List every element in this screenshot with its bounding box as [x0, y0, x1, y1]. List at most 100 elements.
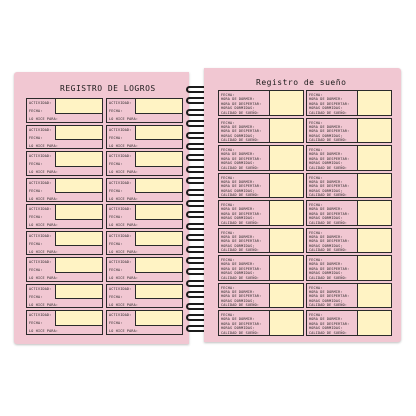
date-label: FECHA:: [29, 268, 43, 272]
sleep-entry: FECHA: HORA DE DORMIR: HORA DE DESPERTAR: H…: [218, 145, 304, 171]
sleep-time-label: HORA DE DORMIR:: [309, 179, 343, 184]
sleep-quality-label: CALIDAD DE SUEÑO:: [221, 275, 260, 280]
sleep-quality-label: CALIDAD DE SUEÑO:: [221, 193, 260, 198]
sleep-time-label: HORA DE DORMIR:: [221, 179, 255, 184]
hours-slept-label: HORAS DORMIDAS:: [309, 161, 343, 166]
achievement-entry: ACTIVIDAD: FECHA: LO HICE PARA:: [106, 257, 183, 282]
date-label: FECHA:: [221, 148, 235, 152]
date-label: FECHA:: [309, 175, 323, 180]
wake-time-label: HORA DE DESPERTAR:: [309, 266, 350, 271]
achievement-entry-field: [55, 205, 102, 220]
sleep-time-label: HORA DE DORMIR:: [221, 207, 255, 212]
did-it-for-label: LO HICE PARA:: [29, 276, 59, 280]
wake-time-label: HORA DE DESPERTAR:: [221, 184, 262, 189]
sleep-entry: FECHA: HORA DE DORMIR: HORA DE DESPERTAR: H…: [218, 117, 304, 143]
did-it-for-label: LO HICE PARA:: [29, 329, 59, 333]
sleep-entry: FECHA: HORA DE DORMIR: HORA DE DESPERTAR: H…: [306, 145, 392, 171]
date-label: FECHA:: [109, 109, 123, 113]
hours-slept-label: HORAS DORMIDAS:: [221, 326, 255, 331]
achievement-entry: ACTIVIDAD: FECHA: LO HICE PARA:: [26, 257, 103, 282]
date-label: FECHA:: [109, 215, 123, 219]
did-it-for-label: LO HICE PARA:: [29, 170, 59, 174]
sleep-time-label: HORA DE DORMIR:: [309, 207, 343, 212]
achievement-entry: ACTIVIDAD: FECHA: LO HICE PARA:: [26, 204, 103, 229]
sleep-time-label: HORA DE DORMIR:: [309, 262, 343, 267]
sleep-quality-label: CALIDAD DE SUEÑO:: [309, 220, 348, 225]
activity-label: ACTIVIDAD:: [29, 101, 52, 105]
wake-time-label: HORA DE DESPERTAR:: [309, 321, 350, 326]
sleep-quality-label: CALIDAD DE SUEÑO:: [309, 110, 348, 115]
date-label: FECHA:: [309, 93, 323, 97]
achievement-entry-field: [135, 284, 182, 299]
hours-slept-label: HORAS DORMIDAS:: [309, 243, 343, 248]
date-label: FECHA:: [309, 203, 323, 207]
activity-label: ACTIVIDAD:: [29, 260, 52, 264]
sleep-time-label: HORA DE DORMIR:: [221, 234, 255, 239]
achievement-entry: ACTIVIDAD: FECHA: LO HICE PARA:: [26, 310, 103, 335]
wake-time-label: HORA DE DESPERTAR:: [221, 266, 262, 271]
wake-time-label: HORA DE DESPERTAR:: [221, 156, 262, 161]
activity-label: ACTIVIDAD:: [29, 180, 52, 185]
achievement-entry: ACTIVIDAD: FECHA: LO HICE PARA:: [26, 151, 103, 176]
date-label: FECHA:: [109, 294, 123, 299]
date-label: FECHA:: [29, 135, 43, 140]
achievement-log-title: REGISTRO DE LOGROS: [60, 84, 156, 93]
did-it-for-label: LO HICE PARA:: [29, 196, 59, 201]
wake-time-label: HORA DE DESPERTAR:: [221, 211, 262, 216]
did-it-for-label: LO HICE PARA:: [29, 302, 59, 307]
achievement-entry-field: [55, 178, 102, 193]
sleep-entry: FECHA: HORA DE DORMIR: HORA DE DESPERTAR: H…: [306, 310, 392, 336]
sleep-entry-field: [357, 256, 391, 280]
activity-label: ACTIVIDAD:: [109, 180, 132, 185]
date-label: FECHA:: [221, 93, 235, 97]
sleep-entry: FECHA: HORA DE DORMIR: HORA DE DESPERTAR: H…: [218, 282, 304, 308]
activity-label: ACTIVIDAD:: [109, 127, 132, 132]
sleep-time-label: HORA DE DORMIR:: [221, 317, 255, 322]
did-it-for-label: LO HICE PARA:: [109, 223, 139, 227]
achievement-entry: ACTIVIDAD: FECHA: LO HICE PARA:: [106, 204, 183, 229]
activity-label: ACTIVIDAD:: [109, 207, 132, 211]
wake-time-label: HORA DE DESPERTAR:: [309, 294, 350, 299]
achievement-entry-field: [55, 284, 102, 299]
wake-time-label: HORA DE DESPERTAR:: [309, 211, 350, 216]
date-label: FECHA:: [29, 215, 43, 219]
sleep-quality-label: CALIDAD DE SUEÑO:: [309, 330, 348, 335]
sleep-entry-field: [269, 91, 303, 115]
sleep-entry-field: [357, 228, 391, 252]
achievement-entry: ACTIVIDAD: FECHA: LO HICE PARA:: [26, 124, 103, 149]
wake-time-label: HORA DE DESPERTAR:: [221, 239, 262, 244]
sleep-time-label: HORA DE DORMIR:: [309, 289, 343, 294]
date-label: FECHA:: [29, 162, 43, 166]
did-it-for-label: LO HICE PARA:: [109, 329, 139, 333]
achievement-entry-field: [135, 231, 182, 246]
sleep-entry: FECHA: HORA DE DORMIR: HORA DE DESPERTAR: H…: [306, 282, 392, 308]
activity-label: ACTIVIDAD:: [29, 233, 52, 238]
date-label: FECHA:: [109, 241, 123, 246]
achievement-entry-field: [135, 178, 182, 193]
hours-slept-label: HORAS DORMIDAS:: [309, 188, 343, 193]
sleep-time-label: HORA DE DORMIR:: [309, 234, 343, 239]
date-label: FECHA:: [221, 258, 235, 262]
date-label: FECHA:: [221, 175, 235, 180]
achievement-entry-field: [55, 152, 102, 167]
hours-slept-label: HORAS DORMIDAS:: [221, 243, 255, 248]
activity-label: ACTIVIDAD:: [109, 233, 132, 238]
sleep-entry-field: [357, 283, 391, 307]
achievement-entry: ACTIVIDAD: FECHA: LO HICE PARA:: [106, 177, 183, 202]
hours-slept-label: HORAS DORMIDAS:: [221, 216, 255, 221]
left-notebook-page: REGISTRO DE LOGROS ACTIVIDAD: FECHA: LO HI…: [14, 72, 189, 344]
date-label: FECHA:: [221, 230, 235, 235]
sleep-time-label: HORA DE DORMIR:: [309, 124, 343, 129]
date-label: FECHA:: [29, 188, 43, 193]
wake-time-label: HORA DE DESPERTAR:: [221, 321, 262, 326]
sleep-time-label: HORA DE DORMIR:: [221, 262, 255, 267]
sleep-entry-field: [357, 173, 391, 197]
achievement-entry-field: [135, 125, 182, 140]
wake-time-label: HORA DE DESPERTAR:: [309, 129, 350, 134]
did-it-for-label: LO HICE PARA:: [109, 276, 139, 280]
sleep-time-label: HORA DE DORMIR:: [309, 152, 343, 157]
date-label: FECHA:: [29, 241, 43, 246]
achievement-entry-field: [135, 152, 182, 167]
activity-label: ACTIVIDAD:: [109, 260, 132, 264]
right-notebook-page: Registro de sueño FECHA: HORA DE DORMIR: H…: [204, 68, 401, 342]
